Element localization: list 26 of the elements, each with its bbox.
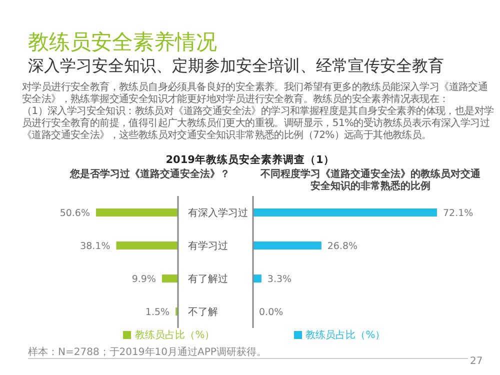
data-label: 1.5% xyxy=(145,306,170,318)
data-label: 3.3% xyxy=(267,274,292,285)
text: 对学员进行安全教育，教练员自身必须具备良好的安全素养。我们希望有更多的教练员能深入学习《道路交通安全法》，熟练掌握交通安全知识才能更好地对学员进行安全教育。教练员的安全素养情况表现在： xyxy=(22,82,489,106)
chart-title: 您是否学习过《道路交通安全法》？ xyxy=(68,169,231,181)
text: 2019年教练员安全素养调查（1） xyxy=(164,153,336,167)
chart-title: 不同程度学习《道路交通安全法》的教练员对交通安全知识的非常熟悉的比例 xyxy=(259,169,482,193)
y-tick-label: 有深入学习过 xyxy=(188,207,248,219)
legend-label: 教练员占比（%） xyxy=(306,330,386,341)
data-label: 26.8% xyxy=(327,240,358,252)
bar xyxy=(116,242,178,250)
data-label: 72.1% xyxy=(443,208,474,219)
y-tick-label: 有了解过 xyxy=(188,273,228,285)
data-label: 38.1% xyxy=(80,240,110,252)
data-label: 50.6% xyxy=(60,208,90,219)
data-label: 0.0% xyxy=(259,306,284,318)
y-tick-label: 不了解 xyxy=(188,307,218,318)
text: 教练员安全素养情况 xyxy=(28,29,218,56)
y-tick-label: 有学习过 xyxy=(188,240,228,252)
data-label: 9.9% xyxy=(132,274,156,285)
text: 样本：N=2788；于2019年10月通过APP调研获得。 xyxy=(28,346,268,359)
text: 27 xyxy=(470,356,484,367)
legend-label: 教练员占比（%） xyxy=(135,330,215,341)
bar xyxy=(96,208,178,217)
text: （1）深入学习安全知识：教练员对《道路交通安全法》的学习和掌握程度是其自身安全素养的体现，也是对学员进行安全教育的前提，值得引起广大教练员们更大的重视。调研显示，51%的受访教练员表示有深入学习过《道路交通安全法》，这些教练员对交通安全知识非常熟悉的比例（72%）远高于其他教练员。 xyxy=(22,106,495,142)
bar xyxy=(162,274,178,283)
text: 深入学习安全知识、定期参加安全培训、经常宣传安全教育 xyxy=(28,56,445,77)
